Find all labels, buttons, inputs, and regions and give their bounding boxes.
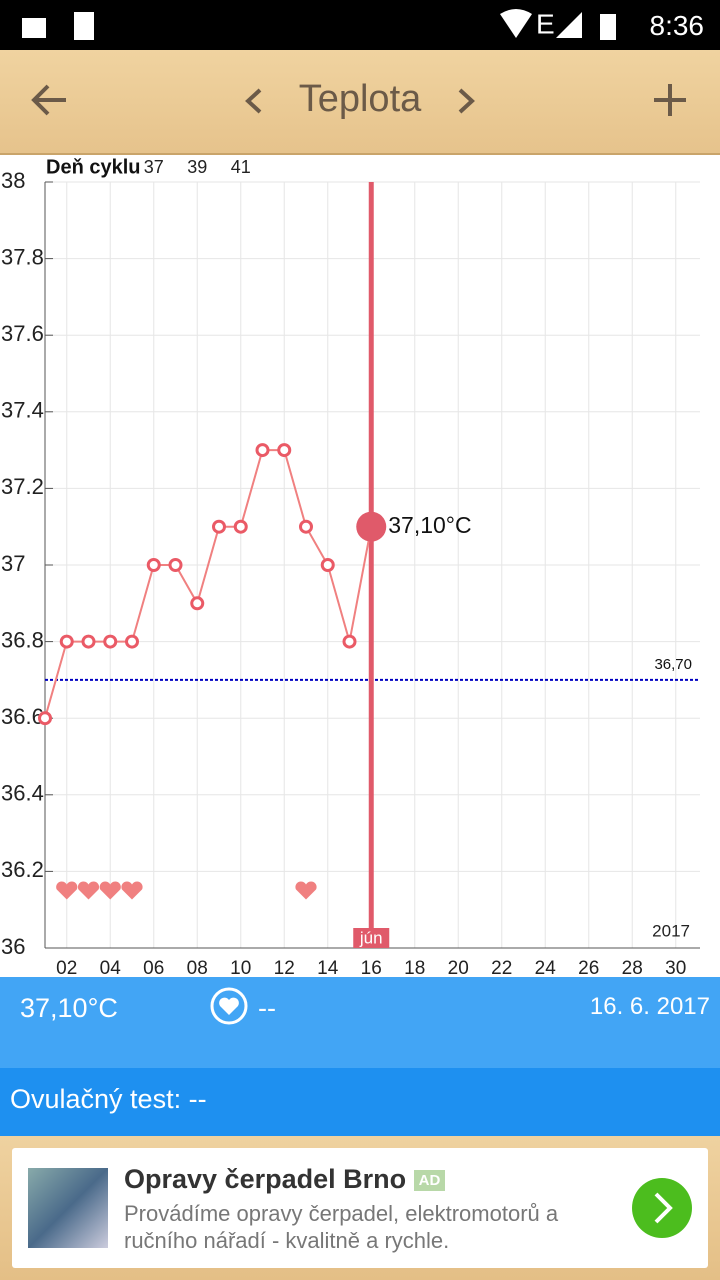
axis-title-bg: [44, 155, 142, 181]
date: 16. 6. 2017: [589, 993, 710, 1020]
selected-label: 37,10°C: [388, 512, 471, 538]
status-icons: [22, 12, 94, 40]
ovulation-test: Ovulačný test: --: [10, 1084, 207, 1114]
ad-image: [28, 1168, 108, 1248]
ad-title: Opravy čerpadel Brno AD: [124, 1164, 446, 1195]
y-tick-label: 37.8: [1, 244, 44, 269]
y-tick-label: 37.4: [1, 398, 44, 423]
ad-card[interactable]: Opravy čerpadel Brno AD Provádíme opravy…: [12, 1148, 708, 1268]
point: [299, 519, 313, 534]
ad-go-button[interactable]: [632, 1178, 692, 1238]
x-tick-label: 30: [665, 958, 686, 977]
x-tick-label: 06: [143, 958, 164, 977]
point: [168, 558, 183, 572]
heart: [77, 881, 100, 900]
y-tick-label: 37.6: [1, 321, 44, 346]
point: [190, 596, 205, 611]
status-bar: 8:36 E: [0, 0, 720, 50]
x-tick-label: 04: [100, 958, 122, 977]
reference-label: 36,70: [654, 656, 692, 673]
temperature: 37,10°C: [20, 993, 118, 1023]
selected-point: [356, 511, 387, 542]
year-label: 2017: [652, 921, 690, 940]
heart: [121, 881, 143, 900]
cycle-day-label: 37: [144, 157, 164, 177]
heart: [295, 881, 317, 900]
cycle-day-label: 41: [231, 157, 251, 177]
y-tick-label: 37.2: [1, 474, 44, 499]
x-tick-label: 20: [448, 958, 469, 977]
cycle-day-label: 39: [187, 157, 207, 177]
x-tick-label: 12: [274, 958, 295, 977]
prev-button[interactable]: [242, 86, 266, 116]
month-label: jún: [359, 928, 383, 947]
ad-text: Provádíme opravy čerpadel, elektromotorů…: [124, 1201, 559, 1253]
y-tick-label: 36.6: [1, 704, 44, 729]
next-button[interactable]: [454, 86, 478, 116]
ad-banner: Opravy čerpadel Brno AD Provádíme opravy…: [0, 1136, 720, 1280]
heart: [99, 881, 121, 900]
toolbar: Teplota: [0, 50, 720, 155]
x-tick-label: 26: [578, 958, 599, 977]
x-tick-label: 24: [535, 958, 557, 977]
clock: 8:36: [649, 10, 705, 41]
chart: 36 36.2 36.4 36.6 36.8 37 37.2 37.4 37.6 37.8 38 02…: [1, 155, 700, 977]
signal-icons: E: [500, 8, 616, 40]
point: [342, 634, 357, 649]
info-panel: 37,10°C -- 16. 6. 2017: [0, 977, 720, 1068]
y-tick-label: 37: [1, 551, 25, 576]
point: [255, 443, 270, 458]
point: [38, 711, 52, 726]
ad-badge: AD: [413, 1170, 446, 1192]
y-tick-label: 36.8: [1, 627, 44, 652]
ovulation-panel: Ovulačný test: --: [0, 1068, 720, 1136]
x-tick-label: 18: [404, 958, 425, 977]
point: [59, 634, 74, 649]
x-tick-label: 02: [56, 958, 77, 977]
svg-text:E: E: [536, 8, 555, 39]
y-tick-label: 36: [1, 934, 25, 959]
x-tick-label: 22: [491, 958, 512, 977]
x-tick-label: 16: [361, 958, 382, 977]
point: [212, 519, 226, 534]
month-label-bg: [353, 928, 390, 948]
y-tick-label: 36.2: [1, 857, 44, 882]
point: [233, 519, 248, 534]
heart-icon: [210, 987, 248, 1025]
point: [103, 634, 118, 649]
back-button[interactable]: [30, 82, 70, 118]
point: [146, 558, 161, 572]
add-button[interactable]: [652, 82, 688, 118]
y-tick-label: 38: [1, 168, 25, 193]
heart: [56, 881, 78, 900]
title: Teplota: [298, 78, 422, 120]
x-tick-label: 10: [230, 958, 251, 977]
point: [277, 443, 292, 458]
ad-title-text: Opravy čerpadel Brno: [124, 1164, 407, 1194]
x-tick-label: 28: [622, 958, 643, 977]
sex-value: --: [258, 993, 276, 1023]
axis-title: Deň cyklu: [46, 156, 140, 178]
point: [320, 558, 335, 572]
point: [81, 634, 96, 649]
x-tick-label: 14: [317, 958, 339, 977]
y-tick-label: 36.4: [1, 781, 44, 806]
x-tick-label: 08: [187, 958, 208, 977]
point: [125, 634, 139, 649]
temperature-line: [44, 449, 373, 719]
